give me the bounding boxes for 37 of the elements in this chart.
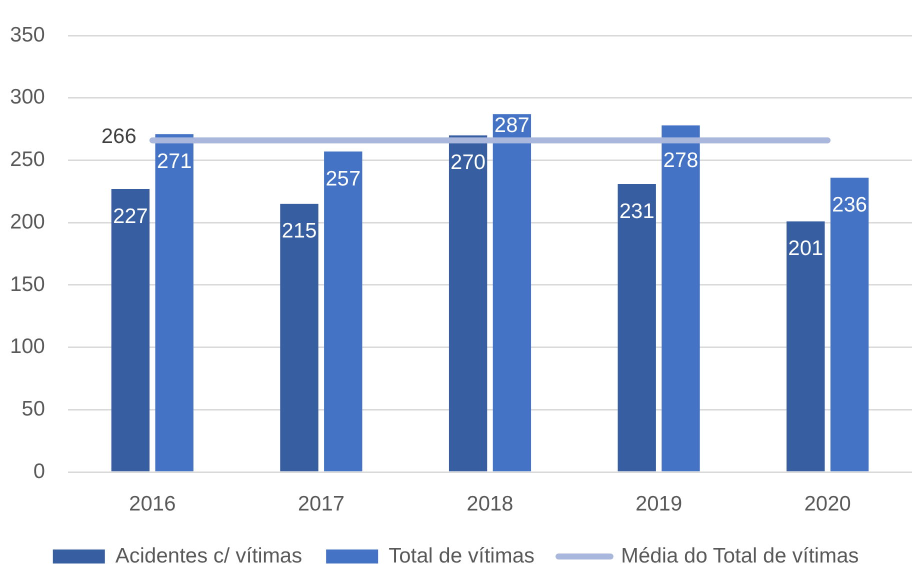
data-label: 231	[619, 200, 654, 223]
bar	[448, 135, 488, 472]
data-label: 257	[326, 167, 361, 190]
y-tick-label: 350	[10, 23, 45, 46]
x-tick-label: 2019	[635, 492, 682, 516]
legend-label: Total de vítimas	[388, 544, 535, 568]
y-tick-label: 150	[10, 272, 45, 296]
y-tick-label: 100	[10, 335, 45, 358]
y-tick-label: 0	[33, 460, 45, 483]
data-label: 215	[282, 220, 317, 243]
bar	[324, 152, 362, 472]
bar	[280, 204, 318, 472]
bar	[111, 188, 150, 472]
bar	[786, 221, 825, 472]
y-tick-label: 200	[10, 210, 45, 234]
bar	[618, 184, 656, 472]
data-label: 270	[450, 151, 486, 174]
x-tick-label: 2018	[466, 492, 514, 516]
legend-label: Média do Total de vítimas	[621, 544, 859, 568]
x-tick-label: 2017	[298, 492, 345, 516]
x-tick-label: 2020	[804, 492, 851, 516]
bar	[830, 178, 869, 472]
y-tick-label: 250	[10, 148, 45, 172]
y-tick-label: 50	[22, 397, 45, 420]
data-label: 278	[663, 149, 698, 172]
x-tick-label: 2016	[129, 492, 176, 516]
data-label: 201	[788, 237, 824, 260]
data-label: 236	[832, 194, 868, 217]
bar	[662, 125, 700, 472]
bar	[492, 114, 532, 472]
y-tick-label: 300	[10, 86, 45, 109]
data-label: 266	[101, 125, 136, 148]
data-label: 271	[156, 150, 192, 173]
data-label: 287	[494, 114, 530, 138]
data-label: 227	[112, 204, 148, 228]
legend-label: Acidentes c/ vítimas	[115, 544, 302, 568]
bar	[155, 134, 194, 472]
